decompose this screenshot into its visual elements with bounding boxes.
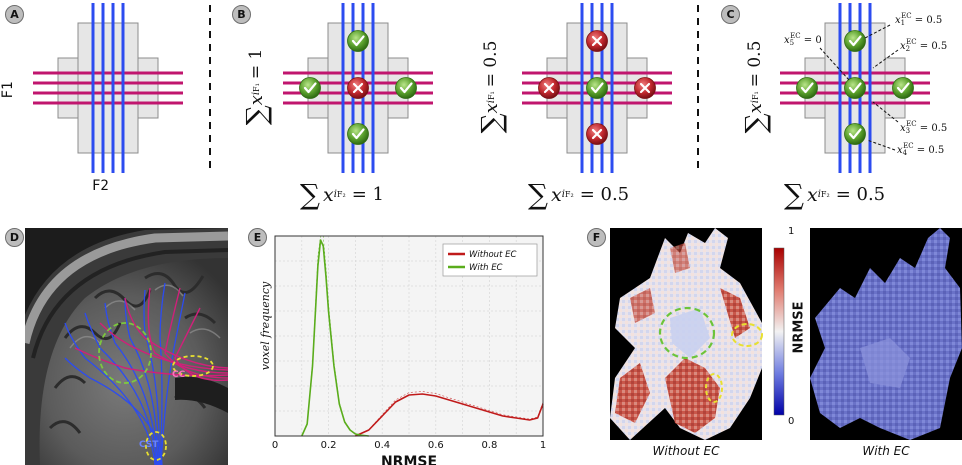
ann-x1: x1EC = 0.5 <box>895 12 943 27</box>
series-line-without-ec <box>355 393 544 437</box>
check-icon <box>394 76 418 100</box>
cross-icon <box>585 29 609 53</box>
colorbar <box>773 247 785 416</box>
panel-letter-d: D <box>5 228 24 247</box>
panel-letter-a: A <box>5 5 24 24</box>
x-tick-label: 0.2 <box>321 440 337 451</box>
eq-b-left-1: ∑ x i F₁ = 1 <box>239 48 273 126</box>
check-icon <box>346 122 370 146</box>
label-cst: CST <box>139 440 159 450</box>
check-icon <box>346 29 370 53</box>
cross-icon <box>537 76 561 100</box>
panel-b-cross-1 <box>281 1 435 175</box>
panel-f-nrmse-maps <box>610 228 962 440</box>
ann-x5: x5EC = 0 <box>784 32 822 47</box>
chart-y-axis-label: voxel frequency <box>259 281 272 370</box>
ann-x3: x3EC = 0.5 <box>900 120 948 135</box>
panel-c-annotation-arrows <box>819 24 899 151</box>
panel-b-cross-2 <box>520 1 674 175</box>
label-f2: F2 <box>92 178 109 194</box>
panel-letter-b: B <box>232 5 251 24</box>
check-icon <box>298 76 322 100</box>
ann-x2: x2EC = 0.5 <box>900 38 948 53</box>
panel-e-nrmse-chart: 0 0.2 0.4 0.6 0.8 1 NRMSE voxel frequency Wit… <box>259 235 546 465</box>
check-icon <box>891 76 915 100</box>
legend-entry: Without EC <box>469 250 516 260</box>
panel-letter-c: C <box>721 5 740 24</box>
series-band-without-ec <box>355 391 544 437</box>
x-tick-label: 0.6 <box>428 440 444 451</box>
caption-without-ec: Without EC <box>652 444 720 458</box>
colorbar-max-label: 1 <box>788 226 795 237</box>
eq-b-bottom-2: ∑ x i F₂ = 0.5 <box>528 178 630 211</box>
check-icon <box>843 76 867 100</box>
x-tick-label: 0 <box>272 440 278 451</box>
cross-icon <box>585 122 609 146</box>
series-band-with-ec <box>301 235 369 437</box>
colorbar-min-label: 0 <box>788 416 795 427</box>
eq-c-bottom: ∑ x i F₂ = 0.5 <box>784 178 886 211</box>
cross-icon <box>346 76 370 100</box>
eq-c-left: ∑ x i F₁ = 0.5 <box>738 40 772 134</box>
panel-letter-e: E <box>248 228 267 247</box>
panel-a-fiber-cross <box>31 1 185 175</box>
x-tick-label: 1 <box>540 440 546 451</box>
legend-entry: With EC <box>469 263 503 273</box>
cross-icon <box>633 76 657 100</box>
x-tick-label: 0.8 <box>481 440 497 451</box>
check-icon <box>843 122 867 146</box>
check-icon <box>843 29 867 53</box>
colorbar-title: NRMSE <box>791 301 807 354</box>
label-cc: CC <box>172 370 186 380</box>
top-row-diagrams <box>31 1 932 175</box>
check-icon <box>585 76 609 100</box>
panel-letter-f: F <box>587 228 606 247</box>
chart-legend: Without EC With EC <box>442 243 538 277</box>
check-icon <box>795 76 819 100</box>
chart-x-axis-label: NRMSE <box>381 454 437 465</box>
ann-x4: x4EC = 0.5 <box>897 142 945 157</box>
x-tick-label: 0.4 <box>374 440 390 451</box>
eq-b-left-2: ∑ x i F₁ = 0.5 <box>474 40 508 134</box>
panel-d-brain-image <box>25 228 228 465</box>
caption-with-ec: With EC <box>862 444 910 458</box>
chart-frame <box>274 235 544 437</box>
eq-b-bottom-1: ∑ x i F₂ = 1 <box>300 178 384 211</box>
label-f1: F1 <box>0 81 16 99</box>
